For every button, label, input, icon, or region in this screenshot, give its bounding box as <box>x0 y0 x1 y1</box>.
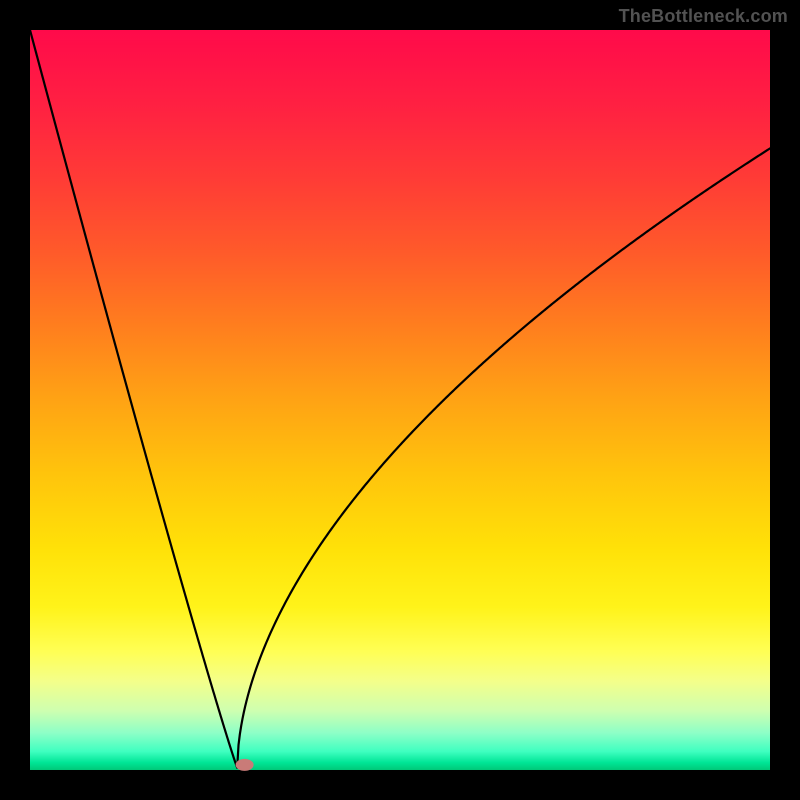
chart-container: TheBottleneck.com <box>0 0 800 800</box>
optimal-point-marker <box>236 759 254 771</box>
plot-background <box>30 30 770 770</box>
bottleneck-chart-svg <box>0 0 800 800</box>
watermark-text: TheBottleneck.com <box>619 6 788 27</box>
